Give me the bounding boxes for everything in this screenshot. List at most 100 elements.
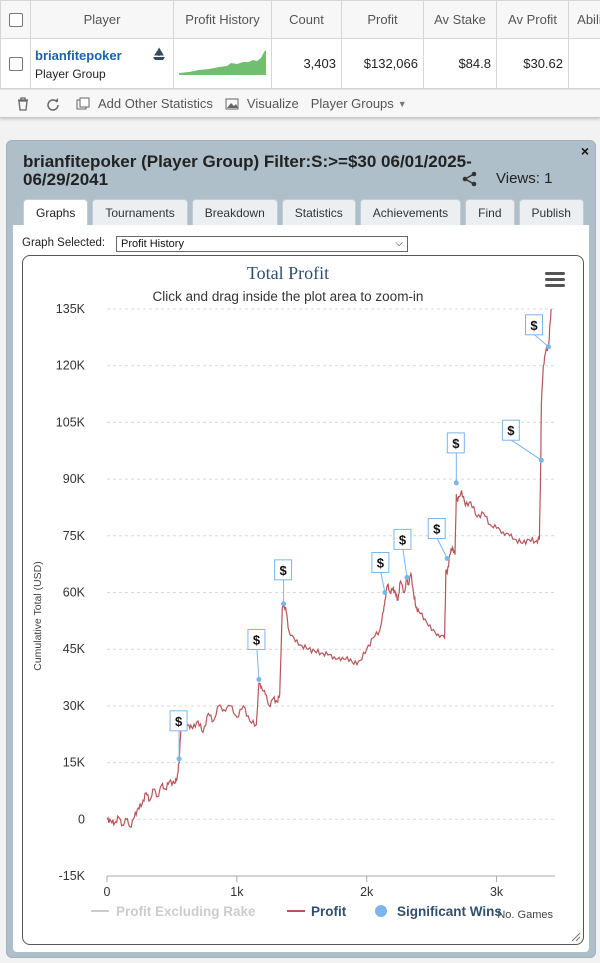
col-header-ability[interactable]: Ability [568, 0, 600, 39]
table-header-row: Player Profit History Count Profit Av St… [0, 0, 600, 39]
ability-value: 99 [568, 38, 600, 89]
x-tick-label: 2k [360, 885, 374, 899]
significant-win-point[interactable] [404, 574, 410, 580]
col-header-profit-history[interactable]: Profit History [173, 0, 272, 39]
significant-win-point[interactable] [538, 457, 544, 463]
menu-icon[interactable] [545, 272, 565, 287]
graph-window: brianfitepoker (Player Group) Filter:S:>… [6, 140, 596, 958]
select-all-checkbox-cell[interactable] [0, 0, 31, 39]
significant-win-flag-stem [534, 334, 549, 348]
y-tick-label: -15K [59, 869, 86, 883]
x-tick-label: 1k [230, 885, 244, 899]
views-count: Views: 1 [496, 170, 553, 187]
y-tick-label: 30K [63, 699, 86, 713]
resize-grip-icon[interactable] [571, 932, 581, 942]
trash-icon[interactable] [16, 96, 30, 111]
significant-win-point[interactable] [256, 676, 262, 682]
y-tick-label: 105K [56, 415, 86, 429]
refresh-icon[interactable] [46, 97, 60, 111]
y-tick-label: 120K [56, 359, 86, 373]
ship-icon [153, 47, 165, 60]
x-tick-label: 3k [490, 885, 504, 899]
stats-table: Player Profit History Count Profit Av St… [0, 0, 600, 89]
dollar-icon: $ [530, 318, 538, 333]
significant-win-flag[interactable] [371, 552, 390, 573]
significant-win-flag[interactable] [393, 528, 412, 550]
y-tick-label: 60K [63, 586, 86, 600]
visualize-button[interactable]: Visualize [225, 96, 299, 111]
significant-win-point[interactable] [281, 601, 287, 607]
chevron-down-icon: ▼ [397, 98, 407, 109]
legend-item-profit[interactable]: Profit [287, 904, 347, 919]
tab-publish[interactable]: Publish [518, 199, 584, 225]
significant-win-flag[interactable] [247, 628, 266, 650]
col-header-av-profit[interactable]: Av Profit [496, 0, 569, 39]
significant-win-flag[interactable] [274, 559, 293, 581]
count-value: 3,403 [271, 38, 342, 89]
significant-win-point[interactable] [382, 590, 388, 595]
graph-select-value: Profit History [121, 238, 184, 250]
y-tick-label: 90K [63, 472, 86, 486]
add-other-statistics-button[interactable]: Add Other Statistics [76, 96, 213, 111]
player-cell[interactable]: brianfitepoker Player Group [30, 38, 174, 89]
chart-title: Total Profit [247, 263, 329, 283]
legend-label-profit: Profit [311, 904, 347, 919]
dollar-icon: $ [175, 714, 183, 729]
significant-win-flag[interactable] [169, 710, 188, 732]
significant-win-flag[interactable] [446, 432, 465, 454]
significant-win-flag[interactable] [525, 314, 544, 336]
graph-select-dropdown[interactable]: Profit History ⌵ [116, 236, 408, 252]
significant-win-point[interactable] [176, 756, 182, 762]
x-tick-label: 0 [104, 885, 111, 899]
dollar-icon: $ [377, 556, 385, 571]
legend-label-excl-rake: Profit Excluding Rake [116, 904, 256, 919]
profit-sparkline [179, 50, 266, 75]
profit-line [106, 308, 552, 828]
tab-graphs[interactable]: Graphs [23, 199, 89, 226]
tab-find[interactable]: Find [465, 199, 515, 225]
row-checkbox[interactable] [8, 57, 23, 72]
tab-tournaments[interactable]: Tournaments [92, 199, 188, 225]
y-tick-label: 0 [78, 812, 85, 826]
row-checkbox-cell[interactable] [0, 38, 31, 89]
col-header-profit[interactable]: Profit [341, 0, 424, 39]
significant-win-flag-stem [256, 649, 260, 680]
dollar-icon: $ [433, 521, 441, 536]
significant-win-point[interactable] [546, 344, 552, 350]
select-all-checkbox[interactable] [8, 13, 23, 28]
player-name-link[interactable]: brianfitepoker [35, 48, 122, 63]
significant-win-flag-stem [402, 549, 408, 578]
player-groups-dropdown[interactable]: Player Groups ▼ [311, 96, 407, 111]
add-other-statistics-label: Add Other Statistics [98, 96, 213, 111]
player-groups-label: Player Groups [310, 96, 394, 111]
legend-item-significant-wins[interactable]: Significant Wins [375, 904, 502, 919]
dollar-icon: $ [399, 532, 407, 547]
legend: Profit Excluding Rake Profit Significant… [91, 904, 502, 919]
significant-win-flag-stem [511, 439, 542, 461]
close-button[interactable]: × [580, 143, 589, 159]
tab-bar: Graphs Tournaments Breakdown Statistics … [23, 199, 588, 226]
share-icon[interactable] [462, 171, 478, 187]
y-tick-label: 15K [63, 756, 86, 770]
chart-container[interactable]: Total Profit Click and drag inside the p… [22, 255, 584, 945]
dollar-icon: $ [507, 423, 515, 438]
tab-breakdown[interactable]: Breakdown [191, 199, 278, 225]
significant-win-flag[interactable] [427, 517, 446, 539]
col-header-player[interactable]: Player [30, 0, 174, 39]
image-icon [225, 98, 239, 109]
tab-achievements[interactable]: Achievements [359, 199, 462, 225]
significant-win-point[interactable] [444, 555, 450, 561]
legend-item-excl-rake[interactable]: Profit Excluding Rake [91, 904, 256, 919]
significant-win-flag[interactable] [501, 419, 520, 441]
y-axis-label: Cumulative Total (USD) [32, 561, 44, 671]
col-header-count[interactable]: Count [271, 0, 342, 39]
dollar-icon: $ [279, 563, 287, 578]
significant-win-flag-stem [436, 538, 448, 559]
dollar-icon: $ [253, 632, 261, 647]
av-stake-value: $84.8 [423, 38, 497, 89]
tab-statistics[interactable]: Statistics [281, 199, 356, 225]
significant-win-point[interactable] [453, 480, 459, 486]
col-header-av-stake[interactable]: Av Stake [423, 0, 497, 39]
table-row[interactable]: brianfitepoker Player Group 3,403 $132,0… [0, 38, 600, 89]
profit-chart[interactable]: Total Profit Click and drag inside the p… [23, 256, 584, 945]
